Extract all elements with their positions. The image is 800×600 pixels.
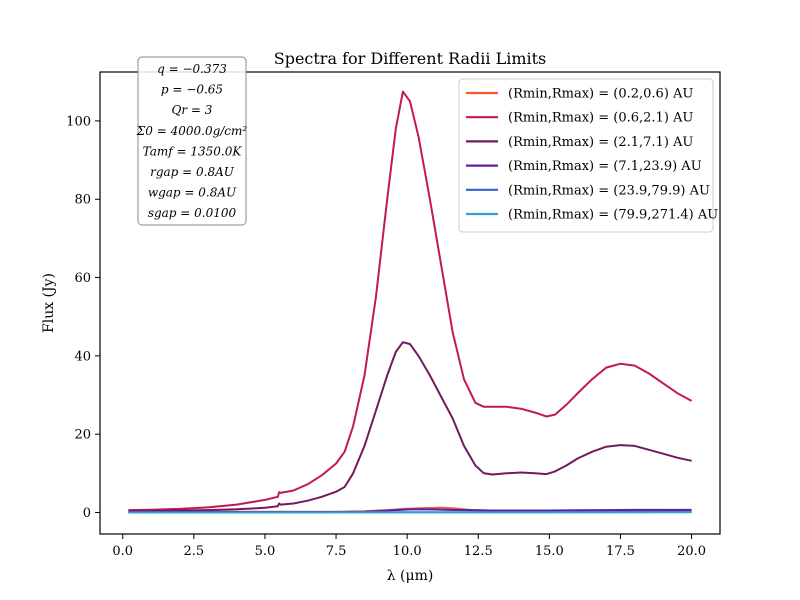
- x-tick-label: 15.0: [535, 544, 564, 559]
- x-tick-label: 20.0: [677, 544, 706, 559]
- legend: (Rmin,Rmax) = (0.2,0.6) AU (Rmin,Rmax) = …: [458, 78, 718, 233]
- legend-label-3: (Rmin,Rmax) = (2.1,7.1) AU: [508, 135, 693, 150]
- parameter-line-4: Σ0 = 4000.0g/cm²: [136, 124, 248, 138]
- legend-label-6: (Rmin,Rmax) = (79.9,271.4) AU: [508, 208, 718, 223]
- x-axis-title: λ (μm): [387, 568, 434, 584]
- parameter-line-3: Qr = 3: [172, 103, 213, 117]
- x-axis-ticks: 0.0 2.5 5.0 7.5 10.0 12.5 15.0 17.5 20.0: [112, 534, 706, 559]
- x-tick-label: 7.5: [326, 544, 347, 559]
- legend-frame: [458, 78, 714, 233]
- chart-title: Spectra for Different Radii Limits: [274, 49, 547, 68]
- series-line-2: [128, 90, 693, 512]
- legend-label-1: (Rmin,Rmax) = (0.2,0.6) AU: [508, 87, 693, 102]
- parameter-line-1: q = −0.373: [157, 62, 227, 76]
- y-tick-label: 80: [74, 193, 91, 208]
- axes-frame: [99, 71, 721, 535]
- parameter-line-6: rgap = 0.8AU: [150, 165, 235, 179]
- parameter-line-2: p = −0.65: [161, 83, 223, 97]
- x-tick-label: 17.5: [606, 544, 635, 559]
- legend-label-5: (Rmin,Rmax) = (23.9,79.9) AU: [508, 183, 710, 198]
- y-tick-label: 0: [83, 506, 91, 521]
- legend-label-2: (Rmin,Rmax) = (0.6,2.1) AU: [508, 111, 693, 126]
- parameter-line-8: sgap = 0.0100: [148, 206, 237, 220]
- x-tick-label: 2.5: [184, 544, 205, 559]
- x-tick-label: 12.5: [464, 544, 493, 559]
- y-axis-title: Flux (Jy): [41, 273, 57, 333]
- parameter-line-7: wgap = 0.8AU: [148, 186, 237, 200]
- parameter-box: q = −0.373 p = −0.65 Qr = 3 Σ0 = 4000.0g/cm…: [136, 56, 248, 226]
- parameter-box-frame: [137, 56, 247, 226]
- x-tick-label: 0.0: [112, 544, 133, 559]
- legend-label-4: (Rmin,Rmax) = (7.1,23.9) AU: [508, 159, 702, 174]
- x-tick-label: 5.0: [255, 544, 276, 559]
- y-tick-label: 60: [74, 271, 91, 286]
- plot-lines: [128, 90, 693, 514]
- x-tick-label: 10.0: [393, 544, 422, 559]
- y-axis-ticks: 0 20 40 60 80 100: [66, 114, 100, 521]
- y-tick-label: 20: [74, 428, 91, 443]
- series-line-3: [128, 341, 692, 513]
- parameter-line-5: Tamf = 1350.0K: [143, 144, 243, 158]
- y-tick-label: 40: [74, 349, 91, 364]
- y-tick-label: 100: [66, 114, 91, 129]
